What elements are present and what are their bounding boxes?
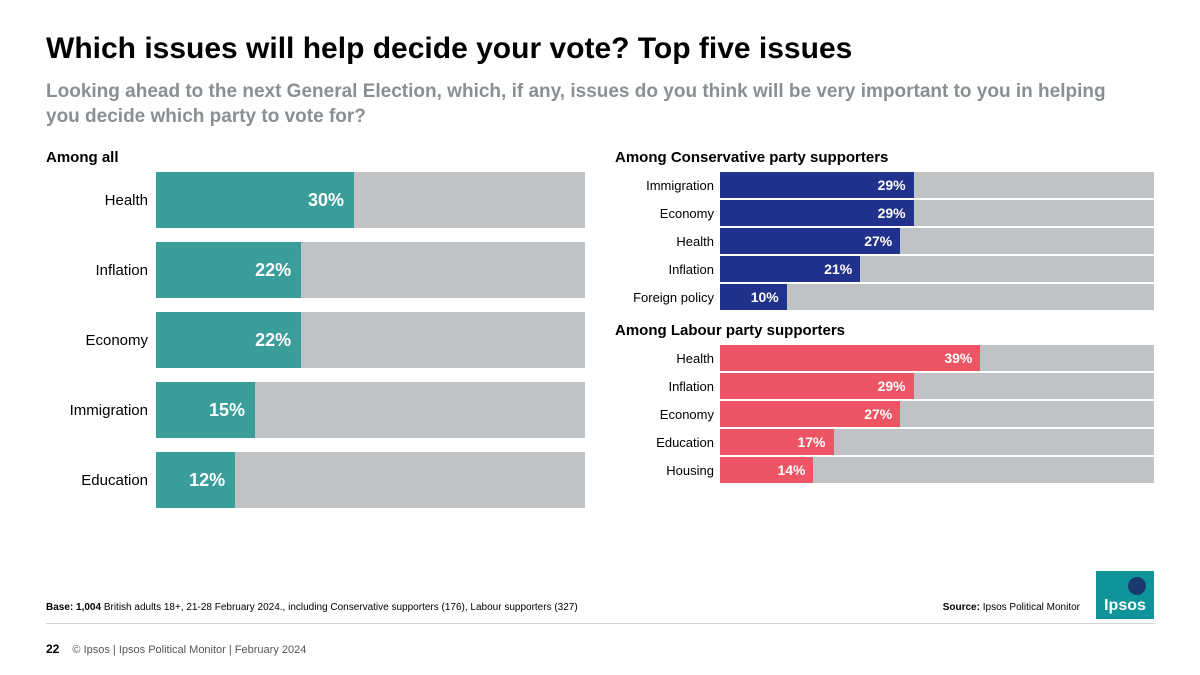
footer-left: 22 © Ipsos | Ipsos Political Monitor | F… [46,642,306,656]
bar-fill: 17% [720,429,834,455]
bar-track: 29% [720,200,1154,226]
bar-fill: 27% [720,401,900,427]
bar-row: Education12% [46,452,585,508]
bar-fill: 14% [720,457,813,483]
footer-text: © Ipsos | Ipsos Political Monitor | Febr… [72,644,306,656]
brand-logo: Ipsos [1096,571,1154,619]
footer: 22 © Ipsos | Ipsos Political Monitor | F… [0,623,1200,675]
bar-row: Housing14% [615,457,1154,483]
bar-track: 14% [720,457,1154,483]
bar-track: 15% [156,382,585,438]
chart-lab: Health39%Inflation29%Economy27%Education… [615,345,1154,483]
bar-track: 22% [156,242,585,298]
columns: Among all Health30%Inflation22%Economy22… [46,149,1154,508]
bar-fill: 30% [156,172,354,228]
bar-fill: 10% [720,284,787,310]
bar-row: Health39% [615,345,1154,371]
bar-track: 27% [720,228,1154,254]
bar-label: Health [46,192,156,209]
chart-all: Health30%Inflation22%Economy22%Immigrati… [46,172,585,508]
bar-label: Health [615,234,720,249]
bar-track: 29% [720,373,1154,399]
source-note: Source: Ipsos Political Monitor [943,602,1080,613]
bar-fill: 29% [720,373,914,399]
bar-label: Education [46,472,156,489]
bar-label: Housing [615,463,720,478]
bar-row: Inflation22% [46,242,585,298]
bar-label: Health [615,351,720,366]
base-note-bold: Base: 1,004 [46,602,101,613]
bar-row: Immigration15% [46,382,585,438]
bar-track: 39% [720,345,1154,371]
source-note-rest: Ipsos Political Monitor [980,602,1080,613]
col-left: Among all Health30%Inflation22%Economy22… [46,149,585,508]
bar-track: 10% [720,284,1154,310]
page-number: 22 [46,642,59,656]
page-title: Which issues will help decide your vote?… [46,32,1154,66]
bar-fill: 29% [720,172,914,198]
col-right: Among Conservative party supporters Immi… [615,149,1154,508]
bar-track: 12% [156,452,585,508]
bar-row: Immigration29% [615,172,1154,198]
bar-label: Inflation [615,379,720,394]
bar-fill: 27% [720,228,900,254]
bar-track: 29% [720,172,1154,198]
bar-label: Immigration [615,178,720,193]
bar-track: 22% [156,312,585,368]
section-title-con: Among Conservative party supporters [615,149,1154,166]
bar-row: Economy27% [615,401,1154,427]
bar-label: Economy [615,206,720,221]
bar-fill: 22% [156,312,301,368]
base-note: Base: 1,004 British adults 18+, 21-28 Fe… [46,602,578,613]
source-note-bold: Source: [943,602,980,613]
bar-fill: 21% [720,256,860,282]
bar-fill: 12% [156,452,235,508]
bar-fill: 39% [720,345,980,371]
bar-row: Health30% [46,172,585,228]
bar-track: 30% [156,172,585,228]
chart-con: Immigration29%Economy29%Health27%Inflati… [615,172,1154,310]
bar-label: Inflation [615,262,720,277]
bar-track: 21% [720,256,1154,282]
bar-row: Foreign policy10% [615,284,1154,310]
section-title-lab: Among Labour party supporters [615,322,1154,339]
bar-row: Inflation21% [615,256,1154,282]
page-subtitle: Looking ahead to the next General Electi… [46,80,1136,129]
bar-row: Economy22% [46,312,585,368]
bar-label: Education [615,435,720,450]
bar-row: Economy29% [615,200,1154,226]
base-note-rest: British adults 18+, 21-28 February 2024.… [101,602,578,613]
bar-row: Health27% [615,228,1154,254]
bar-label: Foreign policy [615,290,720,305]
bar-label: Economy [615,407,720,422]
bar-row: Inflation29% [615,373,1154,399]
bar-track: 27% [720,401,1154,427]
bar-label: Economy [46,332,156,349]
bar-row: Education17% [615,429,1154,455]
section-title-all: Among all [46,149,585,166]
bar-fill: 29% [720,200,914,226]
bar-label: Inflation [46,262,156,279]
bar-fill: 22% [156,242,301,298]
bar-fill: 15% [156,382,255,438]
bar-label: Immigration [46,402,156,419]
bar-track: 17% [720,429,1154,455]
